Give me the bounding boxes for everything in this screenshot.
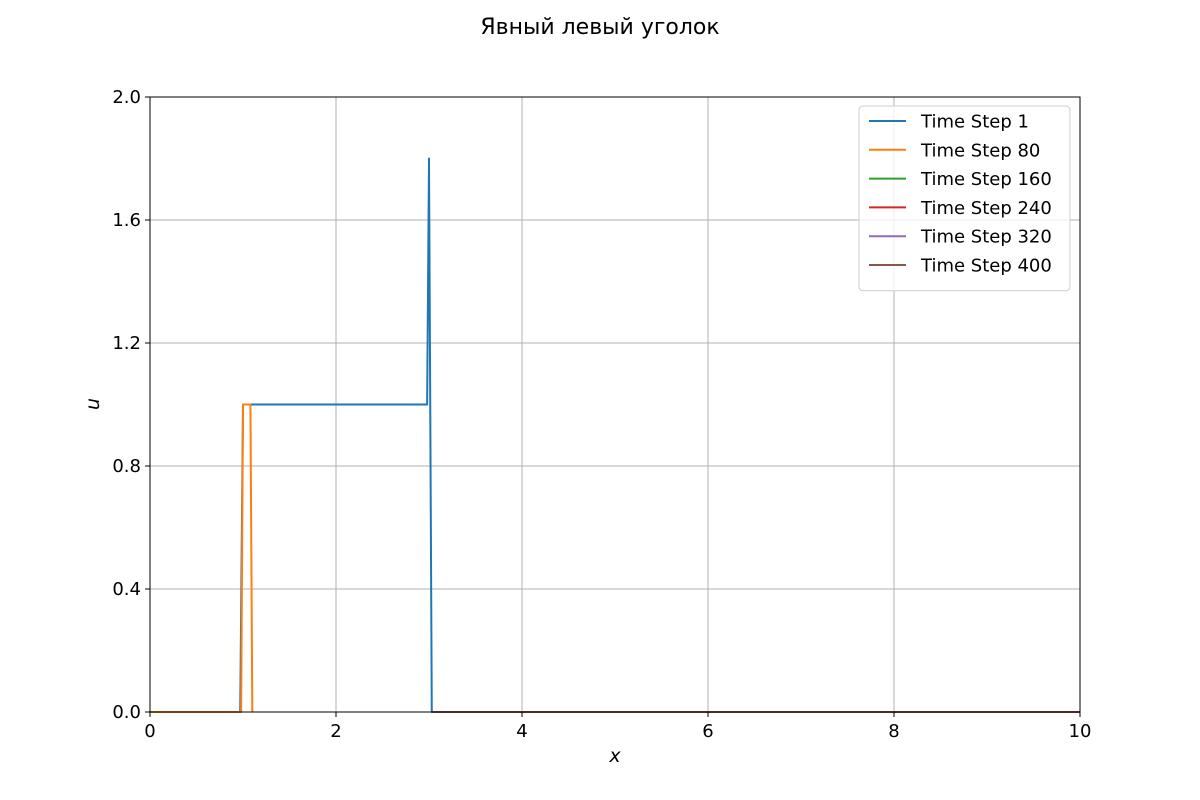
chart-title: Явный левый уголок: [480, 15, 719, 40]
legend-label: Time Step 320: [920, 227, 1052, 248]
x-tick-label: 4: [516, 721, 527, 742]
y-axis-label: u: [82, 398, 104, 410]
x-tick-label: 6: [702, 721, 713, 742]
series-line-2: [150, 403, 254, 713]
legend-box: [858, 105, 1071, 292]
y-tick-label: 1.2: [112, 333, 141, 354]
legend-item: Time Step 320: [869, 227, 1052, 248]
x-tick-label: 2: [330, 721, 341, 742]
legend-item: Time Step 160: [869, 169, 1052, 190]
y-tick-label: 0.8: [112, 456, 141, 477]
y-tick-label: 0.0: [112, 702, 141, 723]
x-tick-label: 10: [1069, 721, 1092, 742]
legend-item: Time Step 400: [869, 256, 1052, 277]
x-axis-label: x: [608, 745, 621, 767]
y-tick-label: 0.4: [112, 579, 141, 600]
x-tick-label: 8: [888, 721, 899, 742]
legend-label: Time Step 1: [920, 112, 1029, 133]
legend-label: Time Step 160: [920, 169, 1052, 190]
y-tick-label: 1.6: [112, 210, 141, 231]
y-tick-label: 2.0: [112, 87, 141, 108]
legend-label: Time Step 240: [920, 198, 1052, 219]
legend: Time Step 1 Time Step 80 Time Step 160 Time…: [858, 105, 1071, 292]
legend-item: Time Step 80: [869, 140, 1040, 161]
legend-item: Time Step 1: [869, 112, 1029, 133]
x-tick-label: 0: [144, 721, 155, 742]
axis-ticks: 0 2 4 6 8 10 0.0 0.4 0.8 1.2 1.6 2.0: [112, 87, 1091, 742]
legend-item: Time Step 240: [869, 198, 1052, 219]
legend-label: Time Step 400: [920, 256, 1052, 277]
plot-frame: [149, 96, 1081, 713]
legend-label: Time Step 80: [920, 140, 1040, 161]
